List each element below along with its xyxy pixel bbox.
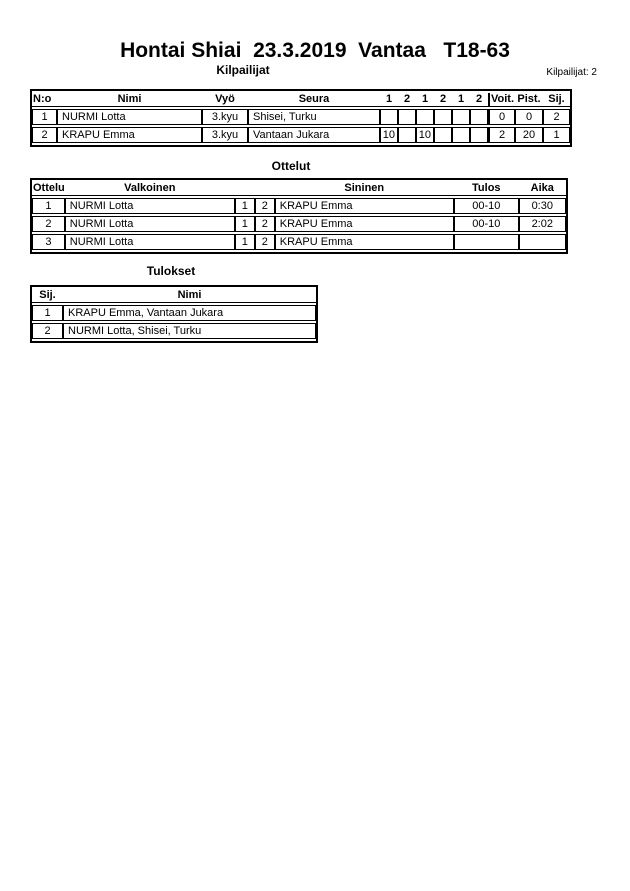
cell-points: 0 — [515, 109, 543, 125]
cell-score-3 — [416, 109, 434, 125]
cell-result — [453, 234, 519, 250]
section-title-matches: Ottelut — [271, 159, 311, 173]
match-row: 2 NURMI Lotta 1 2 KRAPU Emma 00-10 2:02 — [32, 216, 566, 232]
header-score-6: 2 — [470, 93, 488, 107]
cell-club: Shisei, Turku — [248, 109, 380, 125]
header-white: Valkoinen — [64, 182, 235, 196]
header-belt: Vyö — [202, 93, 248, 107]
cell-score-3: 10 — [416, 127, 434, 143]
header-club: Seura — [248, 93, 380, 107]
match-row: 3 NURMI Lotta 1 2 KRAPU Emma — [32, 234, 566, 250]
header-name: Nimi — [63, 289, 316, 303]
cell-white-name: NURMI Lotta — [64, 198, 235, 214]
page-title: Hontai Shiai 23.3.2019 Vantaa T18-63 — [120, 39, 510, 62]
cell-result: 00-10 — [453, 216, 519, 232]
matches-header-row: Ottelu Valkoinen Sininen Tulos Aika — [32, 182, 566, 196]
header-score-4: 2 — [434, 93, 452, 107]
cell-name: KRAPU Emma — [57, 127, 202, 143]
cell-no: 1 — [32, 109, 57, 125]
cell-score-1: 10 — [380, 127, 398, 143]
cell-belt: 3.kyu — [202, 109, 248, 125]
cell-place: 1 — [32, 305, 63, 321]
cell-time — [518, 234, 566, 250]
cell-match-no: 1 — [32, 198, 65, 214]
match-row: 1 NURMI Lotta 1 2 KRAPU Emma 00-10 0:30 — [32, 198, 566, 214]
cell-score-6 — [470, 109, 488, 125]
header-no: N:o — [32, 93, 57, 107]
cell-wins: 0 — [488, 109, 515, 125]
competitors-header-row: N:o Nimi Vyö Seura 1 2 1 2 1 2 Voit. Pis… — [32, 93, 570, 107]
cell-time: 2:02 — [518, 216, 566, 232]
cell-result: 00-10 — [453, 198, 519, 214]
competitors-table: N:o Nimi Vyö Seura 1 2 1 2 1 2 Voit. Pis… — [30, 89, 572, 147]
cell-white-no: 1 — [234, 198, 255, 214]
header-score-1: 1 — [380, 93, 398, 107]
header-blue: Sininen — [274, 182, 454, 196]
results-header-row: Sij. Nimi — [32, 289, 316, 303]
cell-points: 20 — [515, 127, 543, 143]
header-name: Nimi — [57, 93, 202, 107]
cell-match-no: 2 — [32, 216, 65, 232]
header-result: Tulos — [453, 182, 519, 196]
cell-place: 2 — [543, 109, 570, 125]
cell-place: 1 — [543, 127, 570, 143]
cell-white-name: NURMI Lotta — [64, 234, 235, 250]
cell-blue-name: KRAPU Emma — [274, 234, 454, 250]
cell-score-2 — [398, 127, 416, 143]
cell-place: 2 — [32, 323, 63, 339]
header-match-no: Ottelu — [32, 182, 65, 196]
cell-score-5 — [452, 127, 470, 143]
cell-name: NURMI Lotta — [57, 109, 202, 125]
cell-blue-name: KRAPU Emma — [274, 198, 454, 214]
cell-score-4 — [434, 109, 452, 125]
header-score-5: 1 — [452, 93, 470, 107]
header-place: Sij. — [543, 93, 570, 107]
header-white-no — [234, 182, 255, 196]
cell-score-5 — [452, 109, 470, 125]
header-score-2: 2 — [398, 93, 416, 107]
header-wins: Voit. — [488, 93, 515, 107]
header-place: Sij. — [32, 289, 63, 303]
competitor-row: 2 KRAPU Emma 3.kyu Vantaan Jukara 10 10 … — [32, 127, 570, 143]
result-row: 1 KRAPU Emma, Vantaan Jukara — [32, 305, 316, 321]
cell-blue-no: 2 — [254, 216, 275, 232]
header-time: Aika — [518, 182, 566, 196]
matches-table: Ottelu Valkoinen Sininen Tulos Aika 1 NU… — [30, 178, 568, 254]
cell-white-no: 1 — [234, 234, 255, 250]
cell-blue-name: KRAPU Emma — [274, 216, 454, 232]
cell-name: KRAPU Emma, Vantaan Jukara — [63, 305, 316, 321]
header-points: Pist. — [515, 93, 543, 107]
section-title-results: Tulokset — [146, 264, 196, 278]
cell-score-4 — [434, 127, 452, 143]
header-score-3: 1 — [416, 93, 434, 107]
cell-no: 2 — [32, 127, 57, 143]
cell-score-2 — [398, 109, 416, 125]
cell-match-no: 3 — [32, 234, 65, 250]
cell-score-6 — [470, 127, 488, 143]
cell-score-1 — [380, 109, 398, 125]
result-row: 2 NURMI Lotta, Shisei, Turku — [32, 323, 316, 339]
cell-time: 0:30 — [518, 198, 566, 214]
cell-white-name: NURMI Lotta — [64, 216, 235, 232]
header-blue-no — [254, 182, 275, 196]
cell-white-no: 1 — [234, 216, 255, 232]
results-table: Sij. Nimi 1 KRAPU Emma, Vantaan Jukara 2… — [30, 285, 318, 343]
cell-blue-no: 2 — [254, 198, 275, 214]
cell-belt: 3.kyu — [202, 127, 248, 143]
section-title-competitors: Kilpailijat — [216, 63, 270, 77]
cell-wins: 2 — [488, 127, 515, 143]
competitors-count-label: Kilpailijat: 2 — [546, 67, 597, 78]
cell-blue-no: 2 — [254, 234, 275, 250]
cell-name: NURMI Lotta, Shisei, Turku — [63, 323, 316, 339]
competitor-row: 1 NURMI Lotta 3.kyu Shisei, Turku 0 0 2 — [32, 109, 570, 125]
cell-club: Vantaan Jukara — [248, 127, 380, 143]
